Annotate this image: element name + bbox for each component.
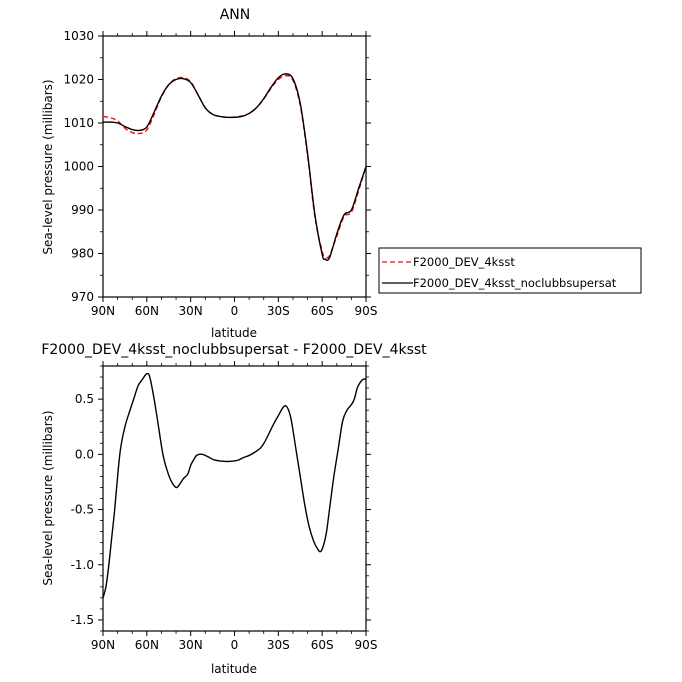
legend-box	[378, 247, 642, 294]
y-axis-label: Sea-level pressure (millibars)	[41, 79, 55, 254]
x-tick-label: 60N	[135, 304, 159, 318]
axis-ticks: 90N 60N 30N 0 30S 60S 90S -1.5 -1.0 -0.5 0.0 0.5	[71, 361, 378, 652]
y-tick-label: 990	[71, 203, 94, 217]
series-line	[102, 73, 367, 261]
y-tick-label: -0.5	[71, 503, 94, 517]
y-tick-label: 0.0	[75, 447, 94, 461]
legend-label: F2000_DEV_4ksst	[413, 255, 515, 269]
x-tick-label: 90N	[91, 638, 115, 652]
y-tick-label: 980	[71, 247, 94, 261]
x-tick-label: 60S	[311, 638, 334, 652]
y-tick-label: 1030	[63, 29, 94, 43]
y-tick-label: 1010	[63, 116, 94, 130]
axis-ticks: 90N 60N 30N 0 30S 60S 90S 970 980 990 1000 1010 1020…	[63, 29, 377, 318]
x-tick-label: 60N	[135, 638, 159, 652]
panel-title: F2000_DEV_4ksst_noclubbsupersat - F2000_…	[41, 342, 427, 358]
x-tick-label: 30N	[179, 638, 203, 652]
y-tick-label: 1020	[63, 73, 94, 87]
x-tick-label: 0	[231, 304, 239, 318]
x-tick-label: 30S	[267, 304, 290, 318]
panel-title: ANN	[220, 7, 251, 23]
x-tick-label: 90S	[355, 304, 378, 318]
legend: F2000_DEV_4ksst F2000_DEV_4ksst_noclubbs…	[378, 247, 642, 294]
legend-label: F2000_DEV_4ksst_noclubbsupersat	[413, 276, 617, 290]
pressure-panel: ANN 90N 60N 30N 0 30S 60S 90S 970 980 990 1000 1010…	[41, 7, 642, 340]
y-tick-label: -1.5	[71, 613, 94, 627]
x-tick-label: 0	[231, 638, 239, 652]
x-axis-label: latitude	[211, 326, 257, 340]
x-tick-label: 90N	[91, 304, 115, 318]
difference-panel: F2000_DEV_4ksst_noclubbsupersat - F2000_…	[41, 342, 427, 676]
x-tick-label: 30S	[267, 638, 290, 652]
y-tick-label: 970	[71, 290, 94, 304]
series-line	[102, 74, 367, 259]
series-line	[102, 372, 367, 599]
x-tick-label: 30N	[179, 304, 203, 318]
x-tick-label: 60S	[311, 304, 334, 318]
y-axis-label: Sea-level pressure (millibars)	[41, 410, 55, 585]
series-lines	[102, 73, 367, 261]
y-tick-label: 0.5	[75, 392, 94, 406]
y-tick-label: 1000	[63, 160, 94, 174]
y-tick-label: -1.0	[71, 558, 94, 572]
plot-frame	[102, 365, 367, 632]
x-tick-label: 90S	[355, 638, 378, 652]
x-axis-label: latitude	[211, 662, 257, 676]
series-lines	[102, 372, 367, 599]
